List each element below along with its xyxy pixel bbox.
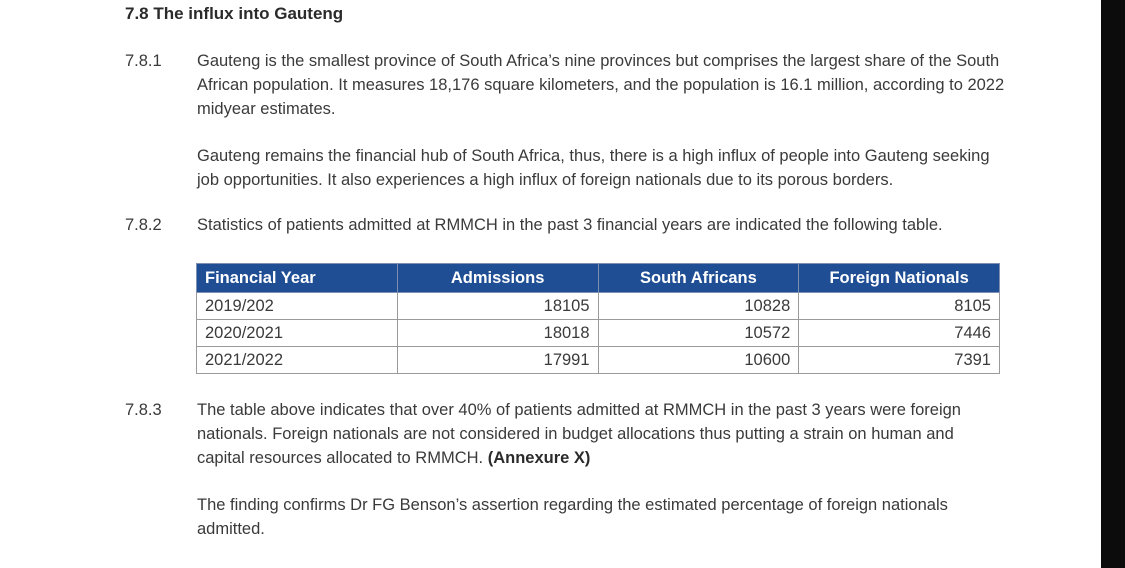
cell-foreign-nationals: 7391	[798, 346, 1000, 374]
header-financial-year: Financial Year	[196, 263, 398, 293]
header-foreign-nationals: Foreign Nationals	[798, 263, 1000, 293]
viewer-edge	[1101, 0, 1125, 568]
header-admissions: Admissions	[396, 263, 599, 293]
cell-financial-year: 2019/202	[196, 292, 398, 320]
cell-admissions: 17991	[396, 346, 599, 374]
paragraph-gauteng-size: Gauteng is the smallest province of Sout…	[197, 52, 1005, 118]
table-row: 2020/2021 18018 10572 7446	[196, 319, 1000, 347]
item-number-7-8-1: 7.8.1	[125, 52, 162, 70]
table-row: 2019/202 18105 10828 8105	[196, 292, 1000, 320]
section-title: 7.8 The influx into Gauteng	[125, 4, 344, 23]
cell-south-africans: 10828	[597, 292, 800, 320]
table-header-row: Financial Year Admissions South Africans…	[196, 263, 1000, 293]
paragraph-text: The table above indicates that over 40% …	[197, 401, 961, 467]
paragraph-finding: The finding confirms Dr FG Benson’s asse…	[197, 496, 948, 538]
item-number-7-8-2: 7.8.2	[125, 216, 162, 234]
document-page: 7.8 The influx into Gauteng 7.8.1 Gauten…	[125, 4, 1005, 538]
header-south-africans: South Africans	[597, 263, 800, 293]
admissions-table: Financial Year Admissions South Africans…	[196, 263, 1000, 374]
cell-south-africans: 10600	[597, 346, 800, 374]
paragraph-gauteng-hub: Gauteng remains the financial hub of Sou…	[197, 147, 990, 189]
item-number-7-8-3: 7.8.3	[125, 401, 162, 419]
paragraph-statistics-intro: Statistics of patients admitted at RMMCH…	[197, 216, 943, 234]
cell-admissions: 18105	[396, 292, 599, 320]
paragraph-foreign-nationals-share: The table above indicates that over 40% …	[197, 398, 1005, 470]
table-row: 2021/2022 17991 10600 7391	[196, 346, 1000, 374]
cell-south-africans: 10572	[597, 319, 800, 347]
cell-financial-year: 2020/2021	[196, 319, 398, 347]
cell-financial-year: 2021/2022	[196, 346, 398, 374]
cell-foreign-nationals: 8105	[798, 292, 1000, 320]
cell-foreign-nationals: 7446	[798, 319, 1000, 347]
cell-admissions: 18018	[396, 319, 599, 347]
annexure-reference: (Annexure X)	[487, 449, 591, 467]
